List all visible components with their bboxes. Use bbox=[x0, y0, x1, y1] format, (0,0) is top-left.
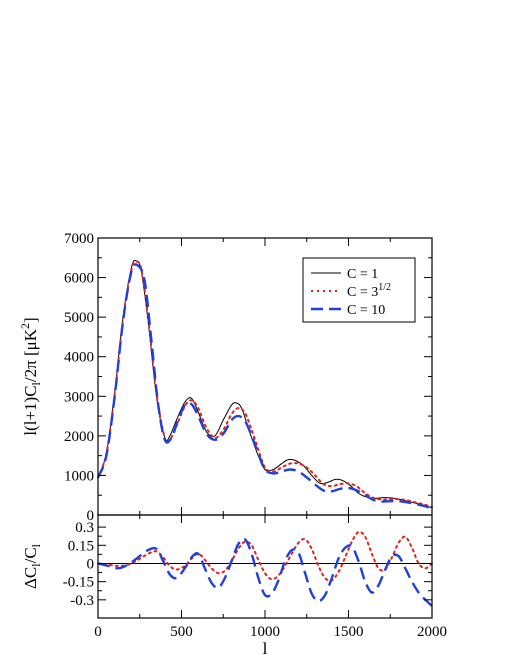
top-ylabel-sub: l bbox=[29, 381, 43, 385]
y-tick-label: 1000 bbox=[64, 468, 94, 484]
y-tick-label: 4000 bbox=[64, 350, 94, 366]
bottom-tick-group: 0 500 1000 1500 2000 -0.3 -0.15 0 0.15 0.3 bbox=[63, 515, 447, 640]
legend-label-c1: C = 1 bbox=[347, 267, 378, 282]
bottom-series-line-0 bbox=[97, 530, 433, 582]
y-tick-label: 5000 bbox=[64, 310, 94, 326]
legend-box bbox=[302, 257, 416, 323]
legend: C = 1 C = 31/2 C = 10 bbox=[302, 257, 416, 323]
legend-label-c-sqrt3-base: C = 3 bbox=[347, 285, 378, 300]
bottom-ylabel-rest: /C bbox=[21, 547, 40, 563]
bottom-series-group bbox=[97, 530, 433, 607]
top-ylabel-close: ] bbox=[21, 317, 40, 323]
x-tick-label: 1000 bbox=[250, 624, 280, 640]
y-tick-label: -0.15 bbox=[63, 575, 94, 591]
legend-label-c10: C = 10 bbox=[347, 303, 385, 318]
y-tick-label: -0.3 bbox=[70, 593, 94, 609]
top-series-line-1 bbox=[97, 260, 433, 509]
y-tick-label: 7000 bbox=[64, 231, 94, 247]
top-y-axis-title: l(l+1)Cl/2π [μK2] bbox=[18, 317, 43, 435]
top-ylabel-rest: /2π [μK bbox=[21, 328, 40, 382]
x-tick-label: 1500 bbox=[334, 624, 364, 640]
bottom-series-line-1 bbox=[97, 537, 433, 607]
bottom-ylabel-sub2: l bbox=[29, 543, 43, 547]
legend-label-c-sqrt3-sup: 1/2 bbox=[378, 282, 391, 293]
y-tick-label: 6000 bbox=[64, 271, 94, 287]
y-tick-label: 0.3 bbox=[75, 520, 94, 536]
y-tick-label: 0 bbox=[87, 556, 95, 572]
y-tick-label: 0.15 bbox=[68, 538, 94, 554]
x-axis-title: l bbox=[263, 639, 268, 658]
top-series-line-2 bbox=[96, 263, 433, 510]
top-series-group bbox=[96, 259, 433, 510]
x-tick-label: 0 bbox=[94, 624, 102, 640]
top-ylabel-base: l(l+1)C bbox=[21, 385, 40, 435]
top-panel: 0 1000 2000 3000 4000 5000 6000 7000 l(l+1)Cl/2… bbox=[18, 231, 433, 524]
bottom-panel: 0 500 1000 1500 2000-0.3-0.1500.150.3 ΔCl/Cl… bbox=[21, 514, 447, 658]
x-tick-label: 500 bbox=[170, 624, 193, 640]
x-tick-label: 2000 bbox=[417, 624, 447, 640]
y-tick-label: 2000 bbox=[64, 429, 94, 445]
bottom-y-axis-title: ΔCl/Cl bbox=[21, 543, 43, 589]
bottom-plot-frame bbox=[97, 514, 433, 619]
bottom-ylabel-sub: l bbox=[29, 563, 43, 567]
bottom-ylabel-base: ΔC bbox=[21, 567, 40, 589]
legend-label-c-sqrt3: C = 31/2 bbox=[347, 282, 391, 300]
y-tick-label: 0 bbox=[87, 508, 95, 524]
top-ylabel-sup: 2 bbox=[18, 323, 32, 329]
y-tick-label: 3000 bbox=[64, 389, 94, 405]
